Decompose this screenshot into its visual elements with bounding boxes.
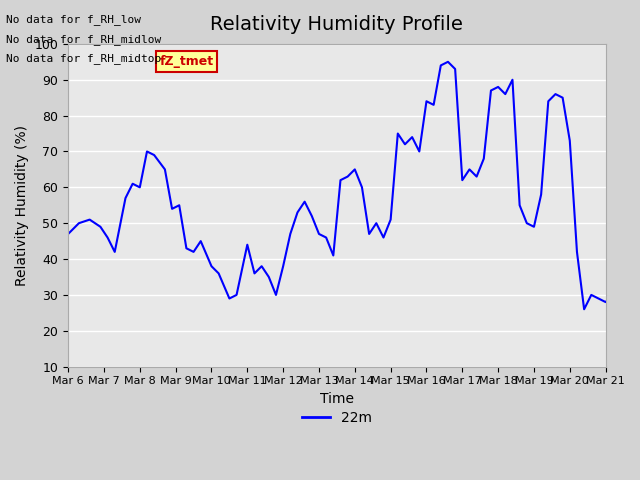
Legend: 22m: 22m <box>296 406 378 431</box>
Text: No data for f_RH_midtop: No data for f_RH_midtop <box>6 53 162 64</box>
Text: No data for f_RH_midlow: No data for f_RH_midlow <box>6 34 162 45</box>
Y-axis label: Relativity Humidity (%): Relativity Humidity (%) <box>15 125 29 286</box>
Title: Relativity Humidity Profile: Relativity Humidity Profile <box>211 15 463 34</box>
Text: fZ_tmet: fZ_tmet <box>159 55 214 68</box>
X-axis label: Time: Time <box>320 392 354 406</box>
Text: No data for f_RH_low: No data for f_RH_low <box>6 14 141 25</box>
